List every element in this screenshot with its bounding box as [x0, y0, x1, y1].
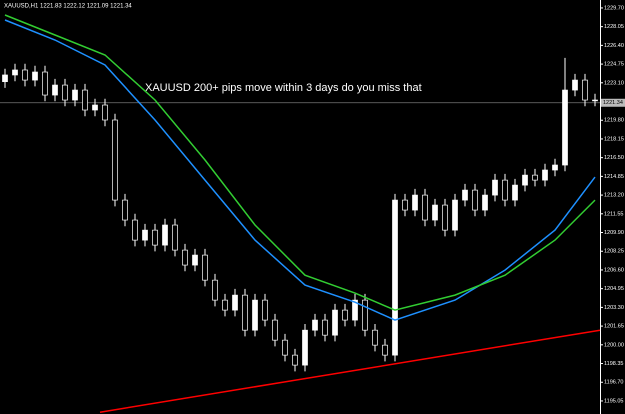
candle-body	[182, 249, 188, 266]
candle-body	[272, 319, 278, 341]
annotation: XAUUSD 200+ pips move within 3 days do y…	[145, 82, 422, 94]
y-tick-label: 1195.05	[604, 398, 623, 404]
candle-body	[302, 329, 308, 366]
candle-body	[352, 299, 358, 321]
candle-body	[292, 354, 298, 366]
candle-body	[172, 224, 178, 251]
candle-body	[512, 184, 518, 201]
candle-body	[432, 204, 438, 221]
candle-body	[22, 69, 28, 81]
candle-body	[382, 344, 388, 356]
candle-body	[32, 71, 38, 81]
y-tick-label: 1201.65	[604, 324, 624, 330]
candle-body	[552, 164, 558, 171]
chart-title: XAUUSD,H1 1221.83 1222.12 1221.09 1221.3…	[4, 4, 132, 10]
candle-body	[142, 229, 148, 241]
candle-body	[492, 179, 498, 196]
candle-body	[202, 254, 208, 281]
y-tick-label: 1198.35	[604, 361, 623, 367]
y-tick-label: 1214.85	[604, 174, 624, 180]
candle-body	[502, 179, 508, 201]
candle-body	[402, 199, 408, 211]
current-price-label: 1221.34	[603, 100, 623, 106]
candle-body	[72, 89, 78, 101]
candle-body	[482, 194, 488, 211]
candle-body	[152, 229, 158, 246]
candle-body	[562, 89, 568, 166]
candle-body	[592, 99, 598, 102]
candle-body	[132, 219, 138, 241]
overlay-line	[4, 14, 596, 311]
y-tick-label: 1213.20	[604, 193, 624, 199]
y-tick-label: 1209.90	[604, 230, 624, 236]
candle-body	[122, 199, 128, 221]
candle-body	[92, 104, 98, 111]
candle-body	[322, 319, 328, 336]
candle-body	[82, 89, 88, 111]
y-tick-label: 1208.25	[604, 249, 624, 255]
candle-body	[582, 79, 588, 101]
y-tick-label: 1223.10	[604, 80, 624, 86]
candle-body	[362, 299, 368, 331]
candle-body	[192, 254, 198, 266]
y-tick-label: 1204.95	[604, 286, 624, 292]
y-tick-label: 1211.55	[604, 211, 623, 217]
candle-body	[472, 189, 478, 211]
candle-body	[542, 169, 548, 181]
candle-body	[162, 224, 168, 246]
candle-body	[2, 74, 8, 83]
candle-body	[442, 204, 448, 231]
y-tick-label: 1216.50	[604, 155, 624, 161]
y-tick-label: 1200.00	[604, 342, 624, 348]
candle-body	[462, 189, 468, 201]
candle-body	[242, 294, 248, 331]
candle-body	[12, 69, 18, 76]
y-tick-label: 1196.70	[604, 380, 623, 386]
candle-body	[52, 84, 58, 96]
candle-body	[372, 329, 378, 346]
overlay-line	[4, 19, 596, 321]
candle-body	[392, 199, 398, 356]
candle-body	[222, 299, 228, 311]
y-tick-label: 1219.80	[604, 118, 624, 124]
candle-body	[452, 199, 458, 231]
y-tick-label: 1224.75	[604, 62, 624, 68]
candle-body	[42, 71, 48, 96]
y-tick-label: 1203.30	[604, 305, 624, 311]
candle-body	[312, 319, 318, 331]
candle-body	[102, 104, 108, 121]
y-tick-label: 1228.05	[604, 24, 624, 30]
candle-body	[422, 194, 428, 221]
candle-body	[342, 309, 348, 321]
y-tick-label: 1218.15	[604, 136, 624, 142]
candle-body	[62, 84, 68, 101]
current-price-box	[601, 98, 625, 107]
candle-body	[332, 309, 338, 336]
overlay-line	[99, 329, 601, 413]
candle-body	[232, 294, 238, 311]
candle-body	[212, 279, 218, 301]
y-tick-label: 1206.60	[604, 267, 624, 273]
candle-body	[532, 174, 538, 181]
candle-body	[252, 299, 258, 331]
y-tick-label: 1226.40	[604, 43, 624, 49]
candle-body	[522, 174, 528, 186]
candle-body	[112, 119, 118, 201]
candle-body	[282, 339, 288, 356]
candle-body	[572, 79, 578, 91]
candle-body	[262, 299, 268, 321]
y-tick-label: 1229.70	[604, 5, 624, 11]
candle-body	[412, 194, 418, 211]
